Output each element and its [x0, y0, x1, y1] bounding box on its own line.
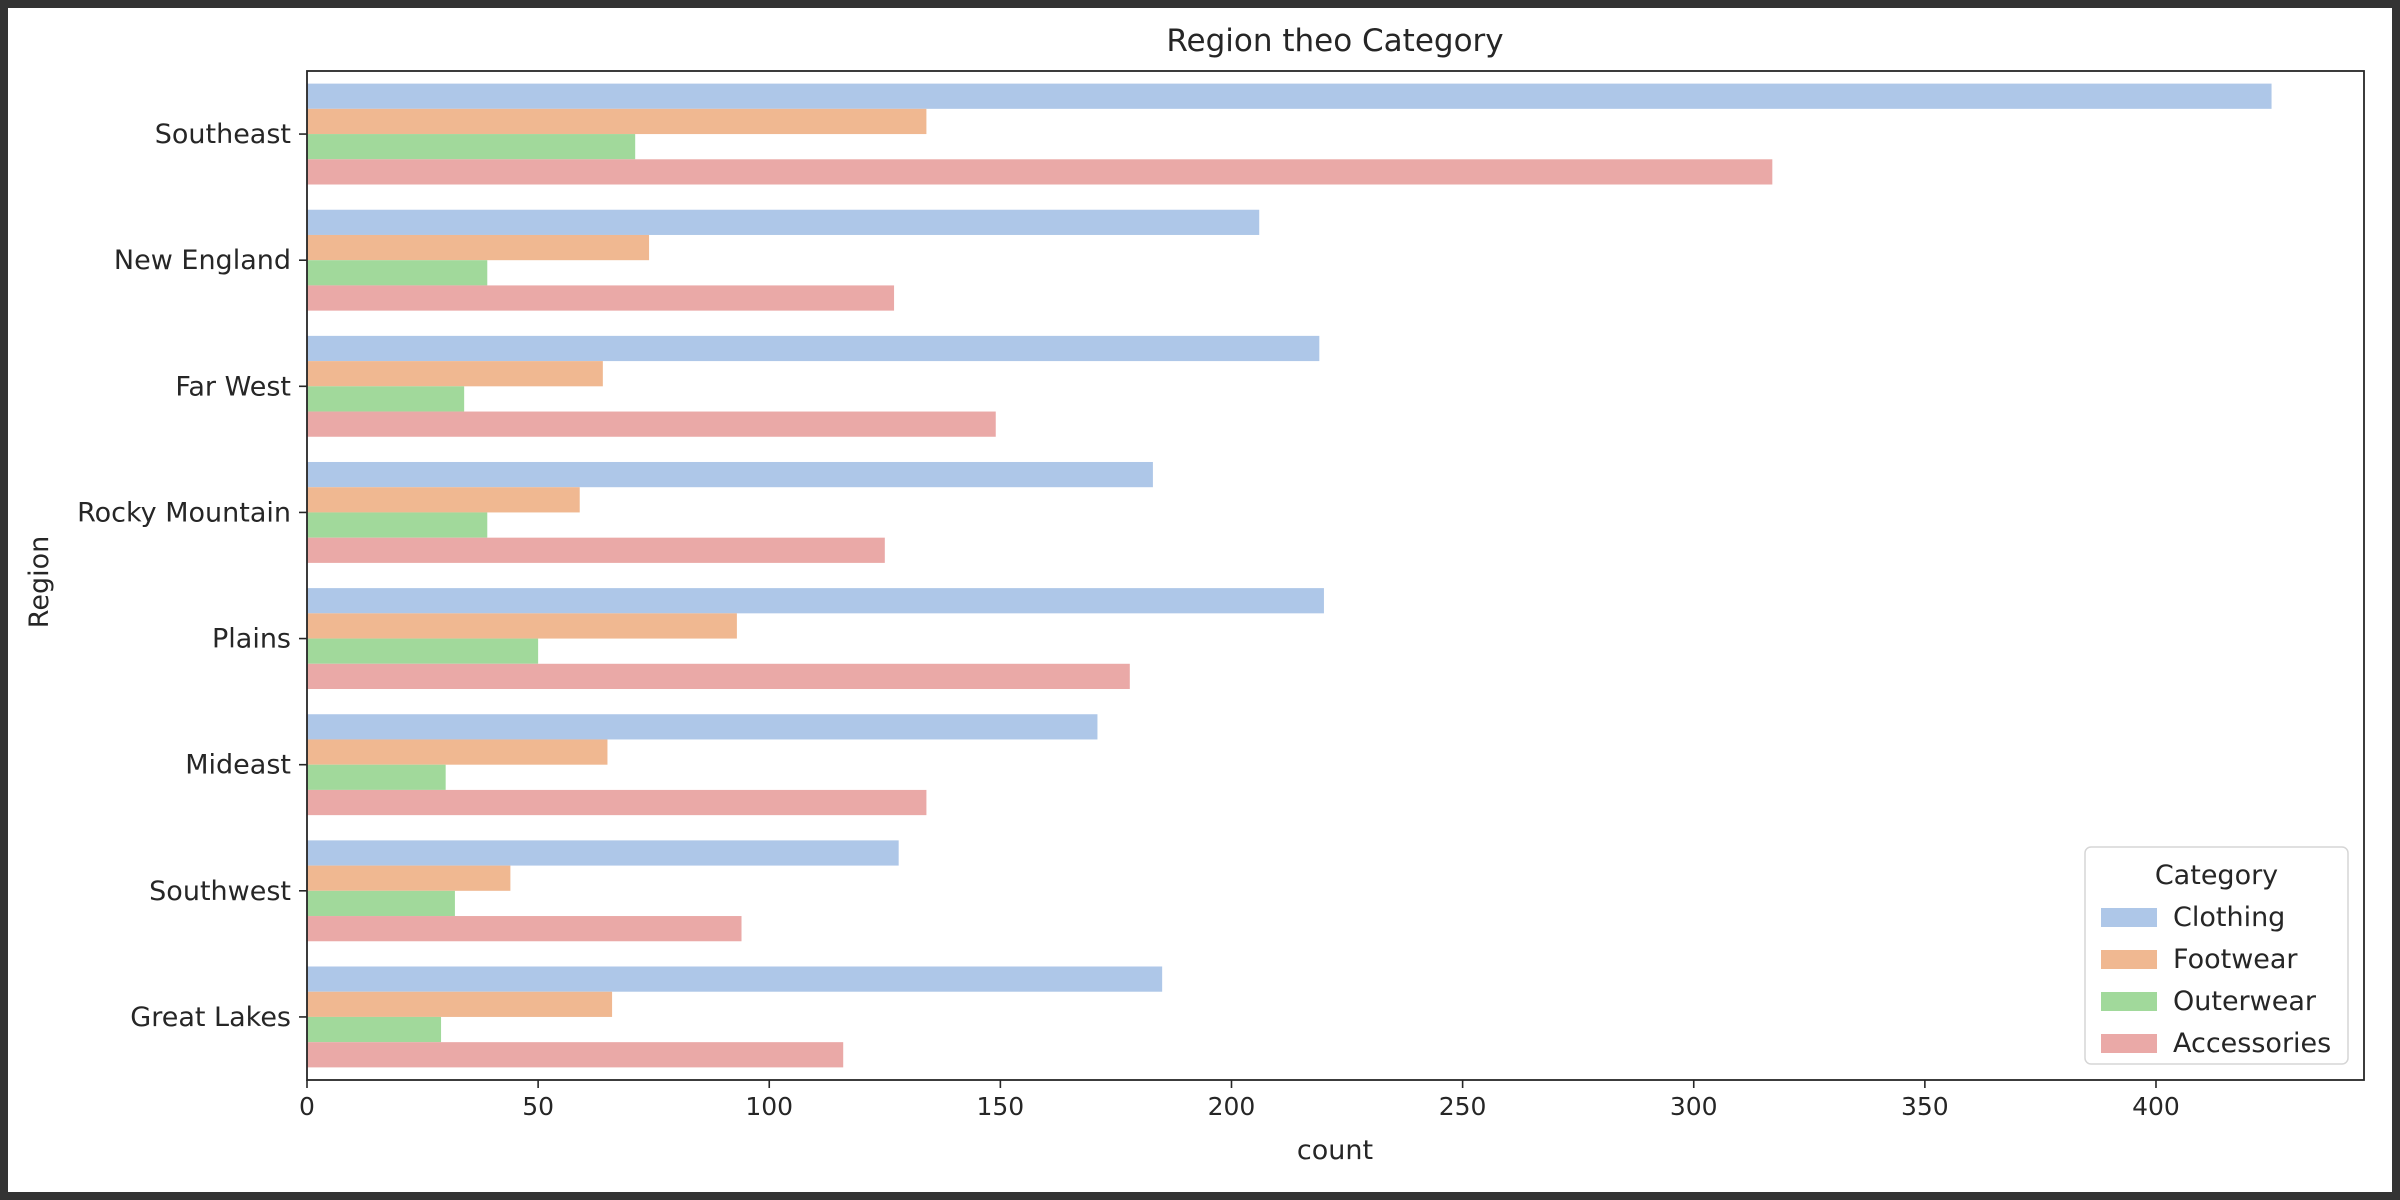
- x-tick-label: 100: [745, 1092, 793, 1121]
- bar-accessories-southeast: [307, 159, 1773, 185]
- legend-label-accessories: Accessories: [2173, 1028, 2331, 1059]
- legend-label-clothing: Clothing: [2173, 902, 2285, 933]
- y-tick-label: Southeast: [155, 119, 291, 150]
- x-tick-label: 0: [299, 1092, 315, 1121]
- legend-title: Category: [2155, 860, 2278, 891]
- bar-accessories-far-west: [307, 411, 996, 437]
- bar-footwear-rocky-mountain: [307, 487, 580, 513]
- x-tick-label: 400: [2132, 1092, 2180, 1121]
- y-tick-label: Far West: [175, 371, 291, 402]
- bar-footwear-far-west: [307, 361, 603, 387]
- bar-outerwear-great-lakes: [307, 1016, 442, 1043]
- bar-clothing-new-england: [307, 209, 1260, 235]
- x-axis-label: count: [1297, 1135, 1373, 1166]
- bar-outerwear-southwest: [307, 890, 455, 917]
- plot-area: Southeast New England Far West Rocky Mounta…: [77, 70, 2365, 1121]
- bar-footwear-mideast: [307, 739, 608, 765]
- bar-clothing-southwest: [307, 840, 899, 866]
- bar-accessories-rocky-mountain: [307, 537, 885, 563]
- legend-swatch-outerwear: [2101, 992, 2157, 1011]
- y-tick-label: Great Lakes: [130, 1002, 291, 1033]
- bar-outerwear-far-west: [307, 386, 465, 412]
- bar-footwear-new-england: [307, 234, 650, 261]
- legend-label-footwear: Footwear: [2173, 944, 2298, 975]
- bar-clothing-rocky-mountain: [307, 461, 1153, 488]
- legend-swatch-footwear: [2101, 950, 2157, 969]
- x-tick-label: 300: [1670, 1092, 1718, 1121]
- bar-outerwear-plains: [307, 638, 539, 664]
- bar-clothing-great-lakes: [307, 966, 1163, 992]
- x-tick-label: 250: [1439, 1092, 1487, 1121]
- bar-clothing-mideast: [307, 714, 1098, 740]
- legend: Category Clothing Footwear Outerwear Accesso…: [2084, 846, 2349, 1065]
- bar-clothing-far-west: [307, 335, 1320, 362]
- legend-swatch-accessories: [2101, 1034, 2157, 1053]
- y-tick-label: Mideast: [185, 750, 291, 781]
- bar-clothing-southeast: [307, 83, 2272, 109]
- bar-accessories-mideast: [307, 789, 927, 816]
- bar-outerwear-mideast: [307, 764, 446, 790]
- y-tick-label: Plains: [212, 624, 291, 655]
- bar-accessories-southwest: [307, 916, 742, 942]
- bar-outerwear-new-england: [307, 260, 488, 286]
- y-tick-label: New England: [114, 245, 291, 276]
- x-tick-label: 50: [522, 1092, 554, 1121]
- y-tick-label: Rocky Mountain: [77, 497, 291, 528]
- bar-accessories-plains: [307, 663, 1130, 690]
- x-tick-label: 200: [1208, 1092, 1256, 1121]
- bar-accessories-great-lakes: [307, 1042, 844, 1068]
- bar-chart: Region theo Category count Region Southe…: [24, 23, 2365, 1166]
- bar-footwear-southeast: [307, 108, 927, 135]
- plot-border: [306, 70, 2365, 1081]
- chart-title: Region theo Category: [1166, 23, 1503, 59]
- bar-outerwear-rocky-mountain: [307, 512, 488, 538]
- bar-accessories-new-england: [307, 285, 895, 311]
- legend-label-outerwear: Outerwear: [2173, 986, 2317, 1017]
- bar-footwear-southwest: [307, 865, 511, 891]
- bar-clothing-plains: [307, 588, 1324, 614]
- x-tick-label: 150: [977, 1092, 1025, 1121]
- y-tick-label: Southwest: [149, 876, 291, 907]
- y-axis-label: Region: [24, 536, 55, 628]
- bar-footwear-plains: [307, 613, 737, 639]
- x-tick-label: 350: [1901, 1092, 1949, 1121]
- legend-swatch-clothing: [2101, 908, 2157, 927]
- bar-footwear-great-lakes: [307, 991, 613, 1017]
- chart-frame: Region theo Category count Region Southe…: [8, 8, 2392, 1192]
- bar-outerwear-southeast: [307, 134, 636, 160]
